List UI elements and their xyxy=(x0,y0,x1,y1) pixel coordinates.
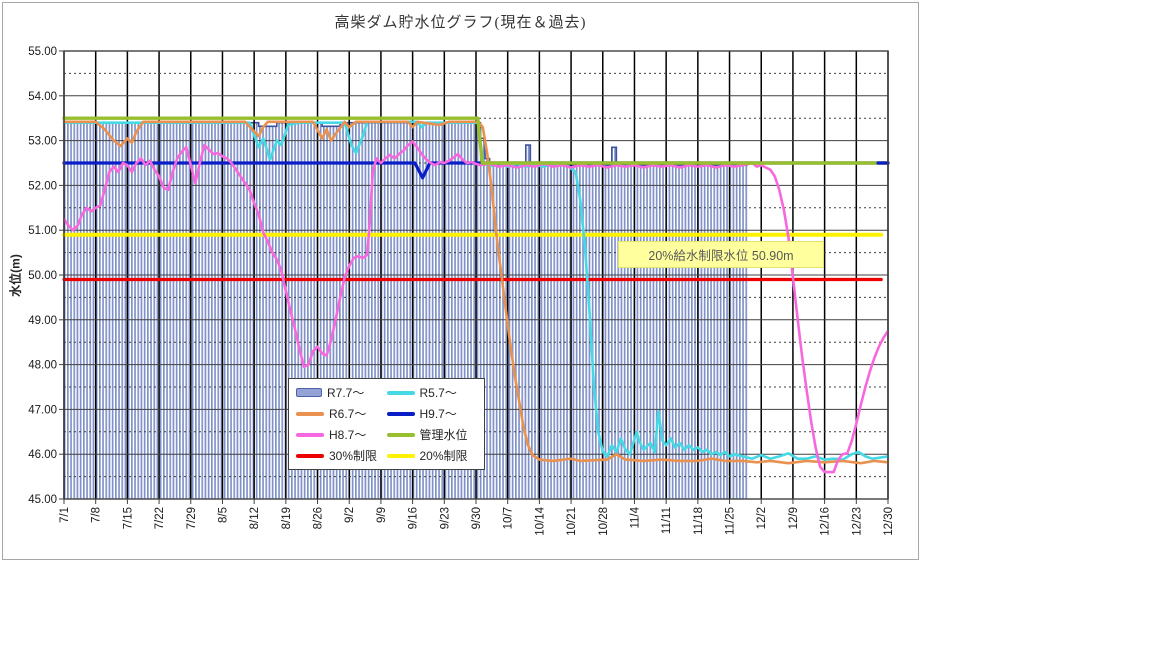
legend-swatch-line xyxy=(386,390,415,395)
x-tick-label: 9/30 xyxy=(471,507,483,529)
y-tick-label: 45.00 xyxy=(28,494,57,506)
x-tick-label: 12/23 xyxy=(851,507,863,536)
legend-item-R7.7～: R7.7～ xyxy=(296,384,387,401)
x-tick-label: 10/7 xyxy=(503,507,515,529)
x-tick-label: 10/28 xyxy=(598,507,610,536)
legend: R7.7～ R5.7～ R6.7～ H9.7～ H8.7～ 管理水位 30%制限 20%制限 xyxy=(288,378,485,470)
x-tick-label: 8/12 xyxy=(249,507,261,529)
legend-swatch-line xyxy=(296,432,324,437)
legend-label: H9.7～ xyxy=(419,407,457,421)
y-tick-label: 48.00 xyxy=(28,360,57,372)
legend-label: R6.7～ xyxy=(329,407,367,421)
legend-label: 20%制限 xyxy=(419,449,468,463)
x-tick-label: 7/1 xyxy=(59,507,71,523)
y-tick-label: 52.00 xyxy=(28,180,57,192)
x-tick-label: 8/5 xyxy=(217,507,229,523)
legend-item-H8.7～: H8.7～ xyxy=(296,426,387,443)
x-tick-label: 12/16 xyxy=(820,507,832,536)
legend-item-R6.7～: R6.7～ xyxy=(296,405,387,422)
x-tick-label: 11/11 xyxy=(661,507,673,534)
legend-label: R5.7～ xyxy=(419,386,457,400)
x-tick-label: 8/19 xyxy=(281,507,293,529)
legend-label: H8.7～ xyxy=(329,428,367,442)
x-tick-label: 12/30 xyxy=(883,507,895,536)
legend-swatch-line xyxy=(296,453,324,458)
y-tick-label: 50.00 xyxy=(28,270,57,282)
series-H8.7～ xyxy=(62,140,890,474)
y-tick-label: 49.00 xyxy=(28,315,57,327)
x-tick-label: 9/23 xyxy=(439,507,451,529)
y-tick-label: 54.00 xyxy=(28,91,57,103)
legend-item-H9.7～: H9.7～ xyxy=(386,405,478,422)
x-tick-label: 11/25 xyxy=(725,507,737,535)
legend-item-20%制限: 20%制限 xyxy=(386,447,478,464)
legend-swatch-line xyxy=(386,411,415,416)
chart-title: 高柴ダム貯水位グラフ(現在＆過去) xyxy=(334,15,587,31)
legend-swatch-line xyxy=(386,432,415,437)
x-tick-label: 11/18 xyxy=(693,507,705,535)
legend-swatch-area xyxy=(296,388,322,397)
legend-label: 管理水位 xyxy=(419,428,468,442)
y-tick-label: 46.00 xyxy=(28,449,57,461)
x-tick-label: 9/2 xyxy=(344,507,356,523)
legend-swatch-line xyxy=(296,411,324,416)
x-tick-label: 7/29 xyxy=(186,507,198,529)
water-restriction-annotation: 20%給水制限水位 50.90m xyxy=(618,241,824,268)
plot-area: 55.00 54.00 53.00 52.00 51.00 50.00 49.00 48.00… xyxy=(28,46,895,536)
legend-label: R7.7～ xyxy=(327,386,365,400)
legend-item-R5.7～: R5.7～ xyxy=(386,384,478,401)
x-tick-label: 12/2 xyxy=(756,507,768,529)
x-tick-label: 8/26 xyxy=(313,507,325,529)
y-tick-label: 53.00 xyxy=(28,136,57,148)
series-R6.7～ xyxy=(62,120,890,465)
legend-label: 30%制限 xyxy=(329,449,378,463)
legend-item-30%制限: 30%制限 xyxy=(296,447,387,464)
x-tick-label: 10/21 xyxy=(566,507,578,536)
x-tick-label: 12/9 xyxy=(788,507,800,529)
x-tick-label: 7/15 xyxy=(122,507,134,529)
x-tick-label: 10/14 xyxy=(534,506,546,535)
y-tick-label: 55.00 xyxy=(28,46,57,58)
y-tick-label: 51.00 xyxy=(28,225,57,237)
chart-frame: 高柴ダム貯水位グラフ(現在＆過去) 水位(m) 55.00 54.00 53.00 5… xyxy=(2,2,919,560)
x-tick-label: 9/9 xyxy=(376,507,388,523)
legend-swatch-line xyxy=(386,453,415,458)
series-管理水位 xyxy=(62,116,890,165)
legend-item-管理水位: 管理水位 xyxy=(386,426,478,443)
x-tick-label: 7/22 xyxy=(154,507,166,529)
x-tick-label: 11/4 xyxy=(629,506,641,528)
x-tick-label: 7/8 xyxy=(91,507,103,523)
y-tick-label: 47.00 xyxy=(28,404,57,416)
x-tick-label: 9/16 xyxy=(408,507,420,529)
